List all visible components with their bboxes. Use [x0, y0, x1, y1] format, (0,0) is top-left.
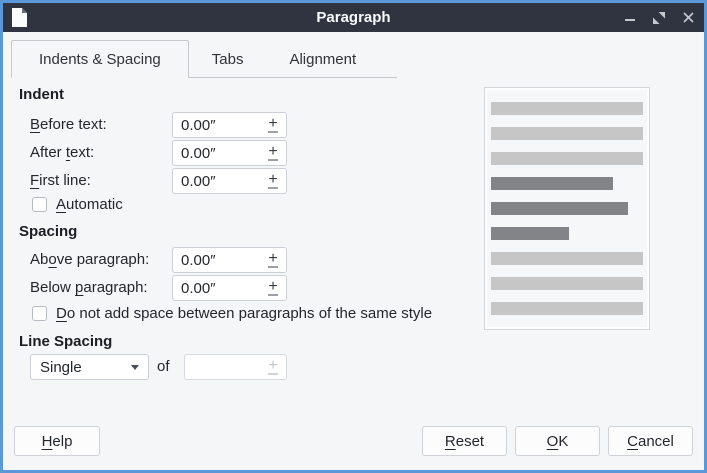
titlebar[interactable]: Paragraph — [3, 3, 704, 32]
minimize-icon[interactable] — [620, 8, 640, 28]
cancel-button-label: Cancel — [627, 432, 674, 450]
ok-button[interactable]: OK — [515, 426, 600, 456]
below-paragraph-label: Below paragraph: — [30, 279, 148, 296]
tab-alignment[interactable]: Alignment — [266, 41, 380, 78]
before-text-label: Before text: — [30, 116, 107, 133]
automatic-label: Automatic — [56, 196, 123, 213]
tab-tabs[interactable]: Tabs — [188, 41, 267, 78]
no-space-same-style-label: Do not add space between paragraphs of t… — [56, 305, 433, 322]
spin-down-icon[interactable] — [268, 187, 278, 189]
after-text-row: After text: 0.00″ + — [3, 140, 483, 166]
chevron-down-icon — [131, 364, 139, 370]
line-spacing-row: Single of + — [3, 354, 483, 380]
paragraph-preview — [484, 87, 650, 330]
window-title: Paragraph — [316, 9, 391, 26]
below-paragraph-row: Below paragraph: 0.00″ + — [3, 275, 483, 301]
spinner-icon[interactable]: + — [264, 169, 282, 193]
tab-indents-spacing[interactable]: Indents & Spacing — [11, 40, 189, 78]
spin-down-icon[interactable] — [268, 294, 278, 296]
of-label: of — [157, 358, 170, 375]
after-text-value: 0.00″ — [181, 144, 216, 162]
no-space-same-style-checkbox[interactable] — [32, 306, 47, 321]
preview-bar — [491, 202, 628, 215]
automatic-checkbox-row[interactable]: Automatic — [32, 196, 123, 213]
spinner-icon[interactable]: + — [264, 113, 282, 137]
above-paragraph-field[interactable]: 0.00″ + — [172, 247, 287, 273]
spin-down-icon — [268, 373, 278, 375]
spin-down-icon[interactable] — [268, 159, 278, 161]
spin-up-icon[interactable]: + — [268, 143, 278, 160]
spin-up-icon[interactable]: + — [268, 250, 278, 267]
indent-header: Indent — [19, 86, 64, 103]
first-line-value: 0.00″ — [181, 172, 216, 190]
help-button-label: Help — [41, 432, 73, 450]
cancel-button[interactable]: Cancel — [608, 426, 693, 456]
preview-bar — [491, 227, 569, 240]
spin-down-icon[interactable] — [268, 131, 278, 133]
line-spacing-of-field: + — [184, 354, 287, 380]
after-text-label: After text: — [30, 144, 95, 161]
before-text-value: 0.00″ — [181, 116, 216, 134]
below-paragraph-value: 0.00″ — [181, 279, 216, 297]
spin-up-icon[interactable]: + — [268, 171, 278, 188]
preview-bar — [491, 302, 643, 315]
reset-button-label: Reset — [444, 432, 485, 450]
line-spacing-selected: Single — [40, 358, 82, 376]
ok-button-label: OK — [546, 432, 569, 450]
spinner-icon[interactable]: + — [264, 248, 282, 272]
preview-bar — [491, 102, 643, 115]
first-line-label: First line: — [30, 172, 91, 189]
above-paragraph-label: Above paragraph: — [30, 251, 150, 268]
below-paragraph-field[interactable]: 0.00″ + — [172, 275, 287, 301]
line-spacing-header: Line Spacing — [19, 333, 113, 350]
spin-down-icon[interactable] — [268, 266, 278, 268]
help-button[interactable]: Help — [14, 426, 100, 456]
no-space-same-style-row[interactable]: Do not add space between paragraphs of t… — [32, 305, 432, 322]
window-controls — [620, 3, 698, 32]
line-spacing-dropdown[interactable]: Single — [30, 354, 149, 380]
preview-bar — [491, 177, 613, 190]
spin-up-icon[interactable]: + — [268, 115, 278, 132]
before-text-row: Before text: 0.00″ + — [3, 112, 483, 138]
dialog-buttons: Reset OK Cancel — [422, 426, 693, 456]
spinner-icon: + — [264, 355, 282, 379]
automatic-checkbox[interactable] — [32, 197, 47, 212]
tab-bar: Indents & Spacing Tabs Alignment — [11, 40, 398, 78]
spinner-icon[interactable]: + — [264, 276, 282, 300]
after-text-field[interactable]: 0.00″ + — [172, 140, 287, 166]
preview-bar — [491, 152, 643, 165]
above-paragraph-row: Above paragraph: 0.00″ + — [3, 247, 483, 273]
above-paragraph-value: 0.00″ — [181, 251, 216, 269]
first-line-row: First line: 0.00″ + — [3, 168, 483, 194]
spin-up-icon: + — [268, 357, 278, 374]
tab-filler — [379, 41, 398, 78]
preview-bar — [491, 127, 643, 140]
document-icon — [11, 7, 28, 28]
spinner-icon[interactable]: + — [264, 141, 282, 165]
spin-up-icon[interactable]: + — [268, 278, 278, 295]
first-line-field[interactable]: 0.00″ + — [172, 168, 287, 194]
before-text-field[interactable]: 0.00″ + — [172, 112, 287, 138]
reset-button[interactable]: Reset — [422, 426, 507, 456]
close-icon[interactable] — [678, 8, 698, 28]
dialog-content: Indents & Spacing Tabs Alignment Indent … — [3, 32, 704, 470]
spacing-header: Spacing — [19, 223, 78, 240]
preview-bar — [491, 252, 643, 265]
restore-icon[interactable] — [649, 8, 669, 28]
preview-bar — [491, 277, 643, 290]
